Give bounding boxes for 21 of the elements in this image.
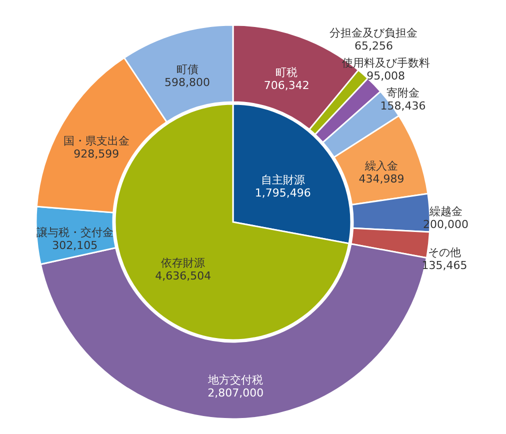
data-label: 302,105 (52, 238, 98, 252)
slice-label: 自主財源 (260, 174, 305, 186)
data-label: 65,256 (354, 40, 393, 53)
slice-label: 分担金及び負担金 (330, 26, 418, 40)
slice-label: 依存財源 (161, 256, 206, 270)
data-label: 706,342 (264, 78, 310, 92)
slice-label: 寄附金 (386, 86, 420, 100)
data-label: 598,800 (164, 76, 210, 90)
slice-label: 繰入金 (364, 160, 398, 173)
slice-label: 町税 (276, 66, 298, 79)
slice-label: 地方交付税 (207, 373, 264, 386)
slice-label: 町債 (176, 63, 198, 76)
data-label: 2,807,000 (208, 386, 264, 400)
data-label: 434,989 (358, 172, 404, 186)
data-label: 4,636,504 (155, 270, 212, 282)
data-label: 1,795,496 (254, 186, 311, 200)
slice-label: その他 (428, 246, 462, 259)
slice-label: 繰越金 (428, 205, 462, 218)
data-label: 95,008 (366, 70, 406, 83)
slice-label: 国・県支出金 (63, 134, 130, 148)
data-label: 928,599 (74, 148, 120, 161)
